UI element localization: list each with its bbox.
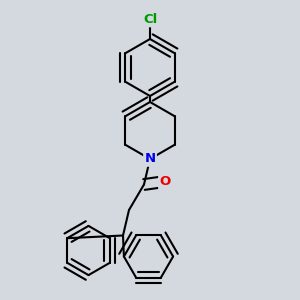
Text: Cl: Cl — [143, 13, 157, 26]
Text: N: N — [144, 152, 156, 166]
Text: O: O — [159, 175, 171, 188]
